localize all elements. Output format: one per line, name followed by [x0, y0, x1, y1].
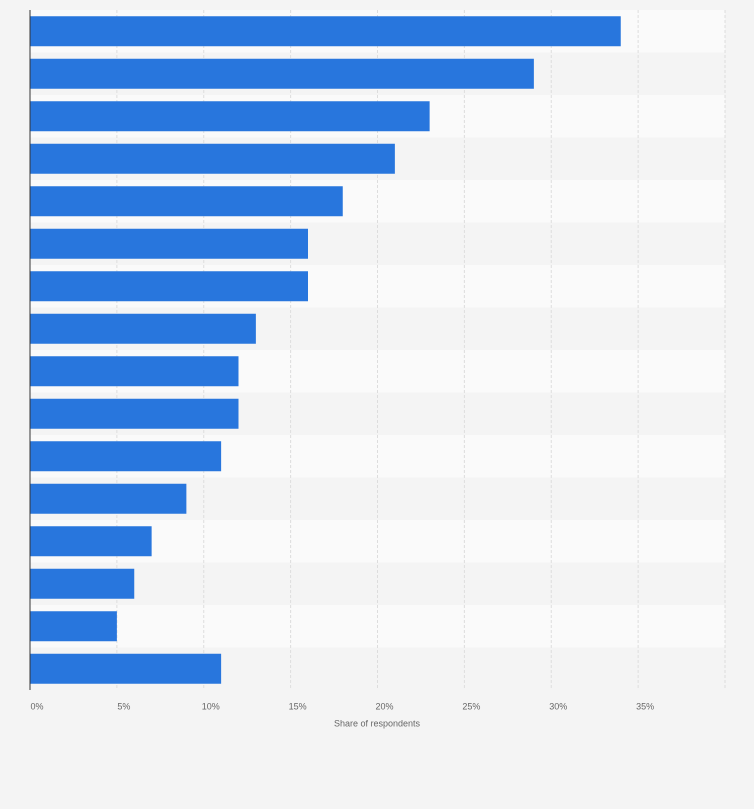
- bar: [30, 526, 152, 557]
- x-tick-label: 35%: [636, 701, 654, 711]
- bar: [30, 313, 256, 344]
- x-tick-label: 10%: [202, 701, 220, 711]
- bar: [30, 58, 534, 89]
- bar: [30, 653, 222, 684]
- bar: [30, 356, 239, 387]
- bar: [30, 228, 308, 259]
- bar: [30, 143, 395, 174]
- bar: [30, 186, 343, 217]
- x-tick-label: 15%: [289, 701, 307, 711]
- bar: [30, 568, 135, 599]
- x-tick-label: 30%: [549, 701, 567, 711]
- bar: [30, 16, 621, 47]
- bar: [30, 101, 430, 132]
- x-tick-label: 5%: [117, 701, 130, 711]
- bar: [30, 483, 187, 514]
- bar: [30, 398, 239, 429]
- x-tick-label: 20%: [375, 701, 393, 711]
- x-tick-label: 25%: [462, 701, 480, 711]
- x-axis-label: Share of respondents: [334, 718, 421, 728]
- x-tick-label: 0%: [30, 701, 43, 711]
- bar: [30, 611, 117, 642]
- bar: [30, 441, 222, 472]
- bar: [30, 271, 308, 302]
